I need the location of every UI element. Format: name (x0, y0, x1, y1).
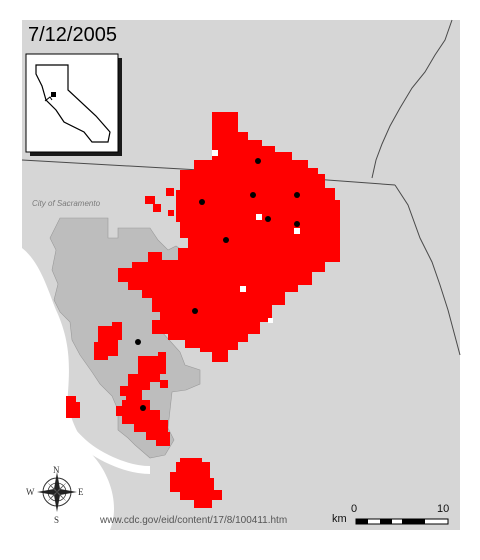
case-point (265, 216, 271, 222)
scale-max-label: 10 (437, 503, 450, 515)
source-url: www.cdc.gov/eid/content/17/8/100411.htm (100, 515, 288, 526)
affected-patch (145, 196, 155, 204)
gap (256, 214, 262, 220)
case-point (255, 158, 261, 164)
scale-bar-segment (380, 519, 392, 524)
affected-area-south-1 (120, 352, 166, 404)
gap (294, 228, 300, 234)
inset-location-marker (51, 92, 56, 97)
compass-east-label: E (78, 487, 84, 497)
case-point (140, 405, 146, 411)
affected-area-south-2 (116, 400, 170, 446)
inset-river-mark (44, 96, 53, 102)
case-point (294, 221, 300, 227)
gap (268, 318, 273, 323)
gap (212, 150, 218, 156)
compass-west-label: W (26, 487, 35, 497)
city-label: City of Sacramento (32, 199, 101, 208)
affected-area-west (94, 322, 122, 360)
affected-patch (160, 380, 168, 388)
river-channel (20, 391, 151, 474)
compass-rose-icon (37, 472, 77, 512)
scale-min-label: 0 (351, 503, 358, 515)
scale-bar-segment (402, 519, 425, 524)
case-point (223, 237, 229, 243)
case-point (250, 192, 256, 198)
scale-bar-segment (356, 519, 368, 524)
affected-area-far-west (66, 396, 80, 418)
county-boundary-east (394, 184, 461, 356)
river-boundary-north (371, 19, 453, 179)
case-point (199, 199, 205, 205)
affected-patch (153, 204, 161, 212)
affected-patch (166, 188, 174, 196)
california-inset-icon (35, 64, 111, 143)
affected-area-main (118, 112, 340, 362)
compass-north-label: N (53, 465, 60, 475)
scale-unit-label: km (332, 513, 347, 525)
affected-patch (168, 210, 174, 216)
case-point (135, 339, 141, 345)
river-water (22, 248, 115, 530)
case-point (294, 192, 300, 198)
gap (240, 286, 246, 292)
map-date-label: 7/12/2005 (28, 24, 117, 46)
affected-area-far-south (170, 458, 222, 508)
case-point (192, 308, 198, 314)
compass-south-label: S (54, 515, 60, 525)
scale-bar (355, 518, 449, 525)
